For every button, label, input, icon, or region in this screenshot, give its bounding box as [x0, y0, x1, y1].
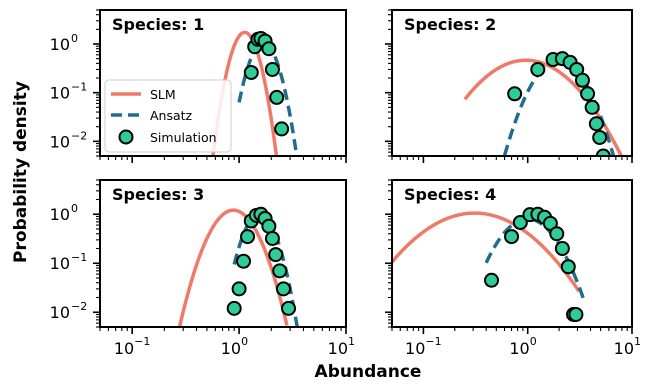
legend-box	[104, 79, 232, 153]
plot-area	[392, 206, 587, 322]
y-tick-label: 10	[50, 205, 70, 224]
simulation-point	[530, 61, 546, 77]
simulation-point	[560, 259, 576, 275]
x-tick-exponent: −1	[134, 335, 150, 348]
simulation-point	[240, 229, 256, 245]
y-tick-label: 10	[50, 84, 70, 103]
simulation-point	[281, 300, 297, 316]
simulation-point	[568, 306, 584, 322]
panel-title: Species: 3	[112, 185, 204, 204]
simulation-point	[261, 218, 277, 234]
simulation-point	[592, 129, 608, 145]
y-tick-label: 10	[50, 35, 70, 54]
legend-label: Simulation	[150, 130, 217, 145]
simulation-point	[595, 148, 611, 156]
panel-species-2: Species: 2	[385, 9, 633, 163]
y-tick-exponent: −2	[71, 129, 87, 142]
y-tick-exponent: 0	[71, 202, 78, 215]
x-tick-exponent: 1	[634, 335, 641, 348]
simulation-point	[274, 121, 290, 137]
x-tick-exponent: −1	[425, 335, 441, 348]
legend: SLM Ansatz Simulation	[104, 79, 232, 153]
x-tick-label: 10	[614, 339, 634, 358]
simulation-point	[574, 72, 590, 88]
simulation-point	[264, 230, 280, 246]
simulation-point	[580, 86, 596, 102]
y-tick-exponent: 0	[71, 32, 78, 45]
simulation-point	[264, 61, 280, 77]
simulation-point	[507, 86, 523, 102]
slm-curve	[211, 30, 279, 156]
legend-simulation-swatch	[118, 129, 134, 145]
simulation-point	[231, 281, 247, 297]
plot-area	[211, 30, 299, 156]
plot-area	[177, 206, 299, 327]
legend-label: SLM	[150, 87, 176, 102]
x-tick-label: 10	[114, 339, 134, 358]
simulation-point	[226, 300, 242, 316]
panel-title: Species: 4	[404, 185, 496, 204]
x-axis-label: Abundance	[315, 362, 422, 382]
y-tick-exponent: −2	[71, 300, 87, 313]
simulation-point	[243, 64, 259, 80]
y-tick-label: 10	[50, 132, 70, 151]
simulation-point	[549, 226, 565, 242]
x-tick-label: 10	[221, 339, 241, 358]
simulation-point	[554, 240, 570, 256]
ansatz-curve	[502, 58, 616, 156]
x-tick-exponent: 0	[241, 335, 248, 348]
y-tick-label: 10	[50, 303, 70, 322]
legend-label: Ansatz	[150, 108, 193, 123]
simulation-point	[584, 99, 600, 115]
x-tick-exponent: 0	[530, 335, 537, 348]
simulation-point	[261, 41, 277, 57]
x-tick-label: 10	[509, 339, 529, 358]
panel-title: Species: 2	[404, 15, 496, 34]
simulation-point	[236, 253, 252, 269]
simulation-point	[268, 247, 284, 263]
y-tick-exponent: −1	[71, 81, 87, 94]
x-tick-exponent: 1	[348, 335, 355, 348]
simulation-point	[272, 263, 288, 279]
simulation-point	[588, 116, 604, 132]
simulation-point	[275, 281, 291, 297]
panel-title: Species: 1	[112, 15, 204, 34]
x-tick-label: 10	[328, 339, 348, 358]
simulation-point	[484, 272, 500, 288]
simulation-point	[269, 89, 285, 105]
slm-curve	[392, 211, 581, 293]
simulation-point	[512, 214, 528, 230]
slm-curve	[177, 208, 289, 327]
simulation-point	[504, 229, 520, 245]
x-tick-label: 10	[405, 339, 425, 358]
y-tick-label: 10	[50, 254, 70, 273]
y-tick-exponent: −1	[71, 251, 87, 264]
y-axis-label: Probability density	[11, 81, 31, 263]
plot-area	[463, 51, 624, 156]
